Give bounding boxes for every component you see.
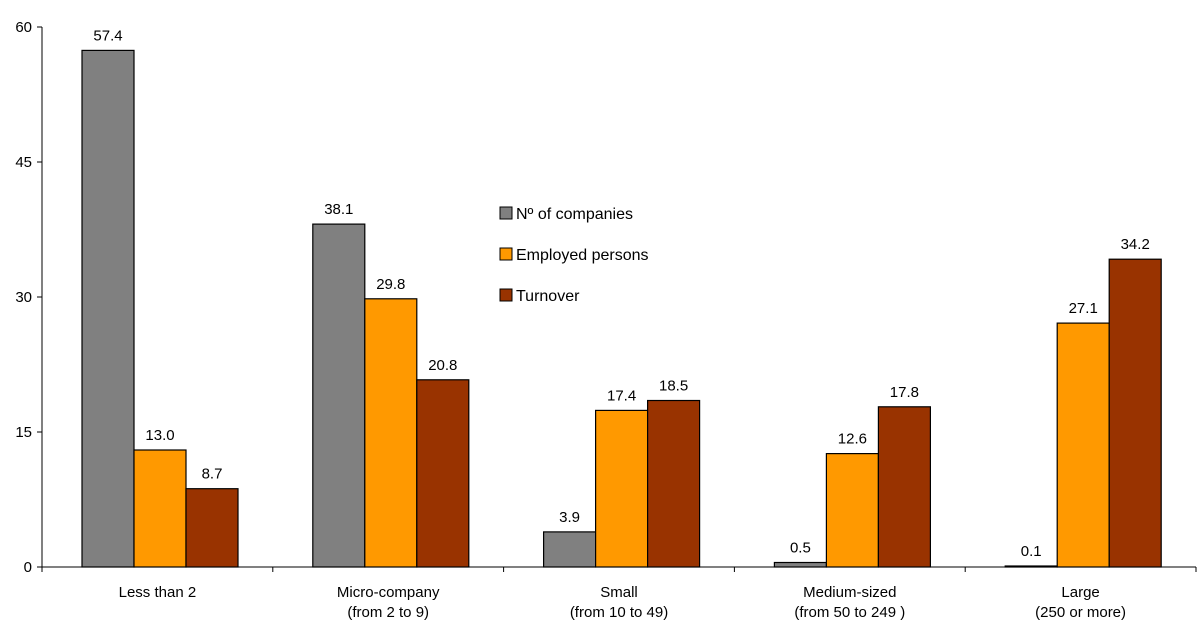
bar <box>542 531 597 568</box>
legend-swatch <box>499 288 513 302</box>
data-label: 27.1 <box>1069 300 1098 317</box>
legend-swatch <box>499 247 513 261</box>
bar <box>877 406 932 568</box>
data-label: 8.7 <box>202 466 223 483</box>
bar <box>81 49 135 568</box>
y-tick-label: 45 <box>15 154 32 171</box>
data-label: 29.8 <box>376 276 405 293</box>
bar <box>416 379 470 568</box>
bar <box>133 449 187 568</box>
x-tick-label: Micro-company <box>337 584 440 601</box>
data-label: 20.8 <box>428 357 457 374</box>
legend-label: Nº of companies <box>516 206 633 223</box>
bar <box>594 409 649 568</box>
data-label: 0.5 <box>790 540 811 557</box>
bar <box>364 298 418 568</box>
legend-label: Turnover <box>516 288 580 305</box>
data-label: 0.1 <box>1021 543 1042 560</box>
bar <box>1108 258 1162 568</box>
legend-label: Employed persons <box>516 247 649 264</box>
bar <box>185 488 239 568</box>
data-label: 34.2 <box>1121 236 1150 253</box>
bar <box>1004 565 1058 568</box>
x-tick-label: Less than 2 <box>119 584 197 601</box>
data-label: 57.4 <box>93 27 122 44</box>
y-tick-label: 30 <box>15 289 32 306</box>
bar <box>825 453 880 568</box>
x-tick-label: (from 50 to 249 ) <box>794 604 905 621</box>
data-label: 38.1 <box>324 201 353 218</box>
bar <box>773 561 828 568</box>
bar <box>646 399 701 568</box>
y-tick-label: 60 <box>15 19 32 36</box>
x-tick-label: Small <box>600 584 638 601</box>
labels-layer: 57.4 13.0 8.7 Less than 2 38.1 29.8 20.8 Micro-… <box>93 27 1149 621</box>
data-label: 18.5 <box>659 378 688 395</box>
data-label: 17.8 <box>890 384 919 401</box>
bar <box>1056 322 1110 568</box>
data-label: 3.9 <box>559 509 580 526</box>
bars-layer <box>81 49 1162 568</box>
data-label: 13.0 <box>145 427 174 444</box>
x-tick-label: (from 10 to 49) <box>570 604 668 621</box>
y-tick-label: 0 <box>24 559 32 576</box>
y-tick-label: 15 <box>15 424 32 441</box>
x-tick-label: Medium-sized <box>803 584 896 601</box>
x-tick-label: (from 2 to 9) <box>347 604 429 621</box>
x-tick-label: (250 or more) <box>1035 604 1126 621</box>
legend: Nº of companies Employed persons Turnover <box>499 206 649 305</box>
data-label: 17.4 <box>607 387 636 404</box>
x-tick-label: Large <box>1061 584 1099 601</box>
data-label: 12.6 <box>838 431 867 448</box>
bar <box>312 223 366 568</box>
legend-swatch <box>499 206 513 220</box>
